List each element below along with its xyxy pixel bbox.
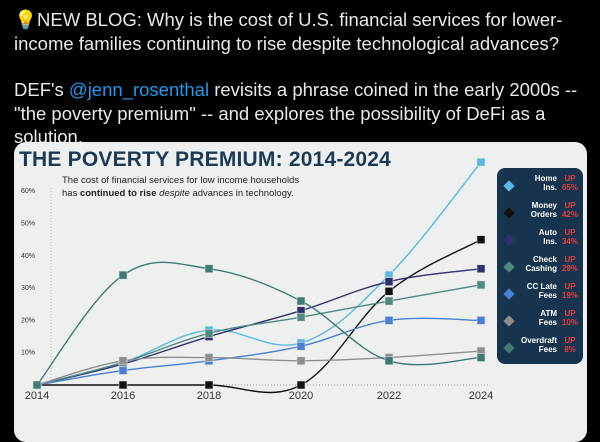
chart-title: THE POVERTY PREMIUM: 2014-2024 — [19, 148, 392, 171]
legend-label: Money Orders — [530, 201, 557, 219]
legend-label: ATM Fees — [538, 309, 557, 327]
legend-change: UP 8% — [564, 336, 576, 354]
data-point — [204, 329, 214, 338]
data-point — [476, 264, 486, 274]
data-point — [204, 264, 214, 274]
series-cc-late-fees — [32, 316, 486, 390]
x-tick-label: 2018 — [197, 390, 221, 400]
data-point — [384, 316, 394, 325]
series-line — [36, 350, 482, 386]
x-tick-label: 2014 — [25, 390, 49, 400]
y-tick-label: 40% — [21, 253, 35, 260]
data-point — [296, 341, 306, 351]
data-point — [476, 235, 486, 244]
data-point — [118, 270, 128, 280]
legend-change: UP 42% — [561, 201, 578, 219]
data-point — [476, 316, 486, 325]
series-auto-ins- — [32, 264, 486, 390]
legend-change: UP 29% — [561, 255, 578, 273]
legend-change: UP 10% — [561, 309, 578, 327]
tweet-paragraph-1: 💡NEW BLOG: Why is the cost of U.S. finan… — [14, 9, 563, 54]
data-point — [476, 280, 486, 290]
legend-item: Auto Ins. UP 34% — [497, 228, 583, 254]
data-point — [204, 380, 214, 390]
legend-label: Home Ins. — [534, 174, 557, 192]
series-overdraft-fees — [32, 261, 486, 390]
data-point — [296, 380, 306, 390]
data-point — [32, 380, 42, 390]
series-line — [36, 317, 482, 386]
data-point — [476, 353, 486, 362]
legend-label: Overdraft Fees — [520, 336, 557, 354]
data-point — [118, 356, 128, 366]
y-tick-label: 50% — [21, 221, 35, 228]
series-line — [36, 261, 482, 386]
tweet-text: 💡NEW BLOG: Why is the cost of U.S. finan… — [14, 8, 594, 172]
data-point — [296, 356, 306, 366]
legend-label: Auto Ins. — [538, 228, 557, 246]
y-tick-label: 60% — [21, 188, 35, 195]
data-point — [476, 157, 486, 167]
y-tick-label: 20% — [21, 317, 35, 324]
chart-plot: 10% 20% 30% 40% 50% 60% 2014 2016 2018 2020 2022 20… — [21, 157, 493, 400]
x-tick-label: 2024 — [469, 390, 493, 400]
tweet-paragraph-2: DEF's @jenn_rosenthal revisits a phrase … — [14, 79, 578, 147]
legend-change: UP 34% — [561, 228, 578, 246]
x-tick-label: 2022 — [377, 390, 401, 400]
data-point — [204, 353, 214, 362]
legend-change: UP 19% — [561, 282, 578, 300]
legend-item: Check Cashing UP 29% — [497, 255, 583, 281]
data-point — [384, 296, 394, 306]
series-line — [36, 284, 482, 386]
chart-legend: Home Ins. UP 65% Money Orders UP 42% Auto Ins… — [497, 168, 583, 364]
chart-image-card[interactable]: THE POVERTY PREMIUM: 2014-2024 The cost … — [14, 142, 587, 442]
data-point — [118, 366, 128, 375]
x-tick-label: 2016 — [111, 390, 135, 400]
data-point — [118, 380, 128, 390]
data-point — [296, 312, 306, 322]
legend-label: CC Late Fees — [526, 282, 557, 300]
y-tick-label: 30% — [21, 285, 35, 292]
legend-item: CC Late Fees UP 19% — [497, 282, 583, 308]
data-point — [296, 296, 306, 306]
x-tick-label: 2020 — [289, 390, 313, 400]
legend-item: Money Orders UP 42% — [497, 201, 583, 227]
series-check-cashing — [32, 280, 486, 390]
legend-label: Check Cashing — [525, 255, 557, 273]
lightbulb-icon: 💡 — [14, 9, 38, 30]
legend-item: Overdraft Fees UP 8% — [497, 336, 583, 362]
data-point — [384, 356, 394, 366]
mention-link[interactable]: @jenn_rosenthal — [68, 79, 210, 100]
data-point — [384, 287, 394, 296]
y-tick-label: 10% — [21, 350, 35, 357]
data-point — [384, 277, 394, 286]
legend-change: UP 65% — [561, 174, 578, 192]
legend-item: Home Ins. UP 65% — [497, 174, 583, 200]
chart-subtitle: The cost of financial services for low i… — [62, 175, 300, 199]
legend-item: ATM Fees UP 10% — [497, 309, 583, 335]
